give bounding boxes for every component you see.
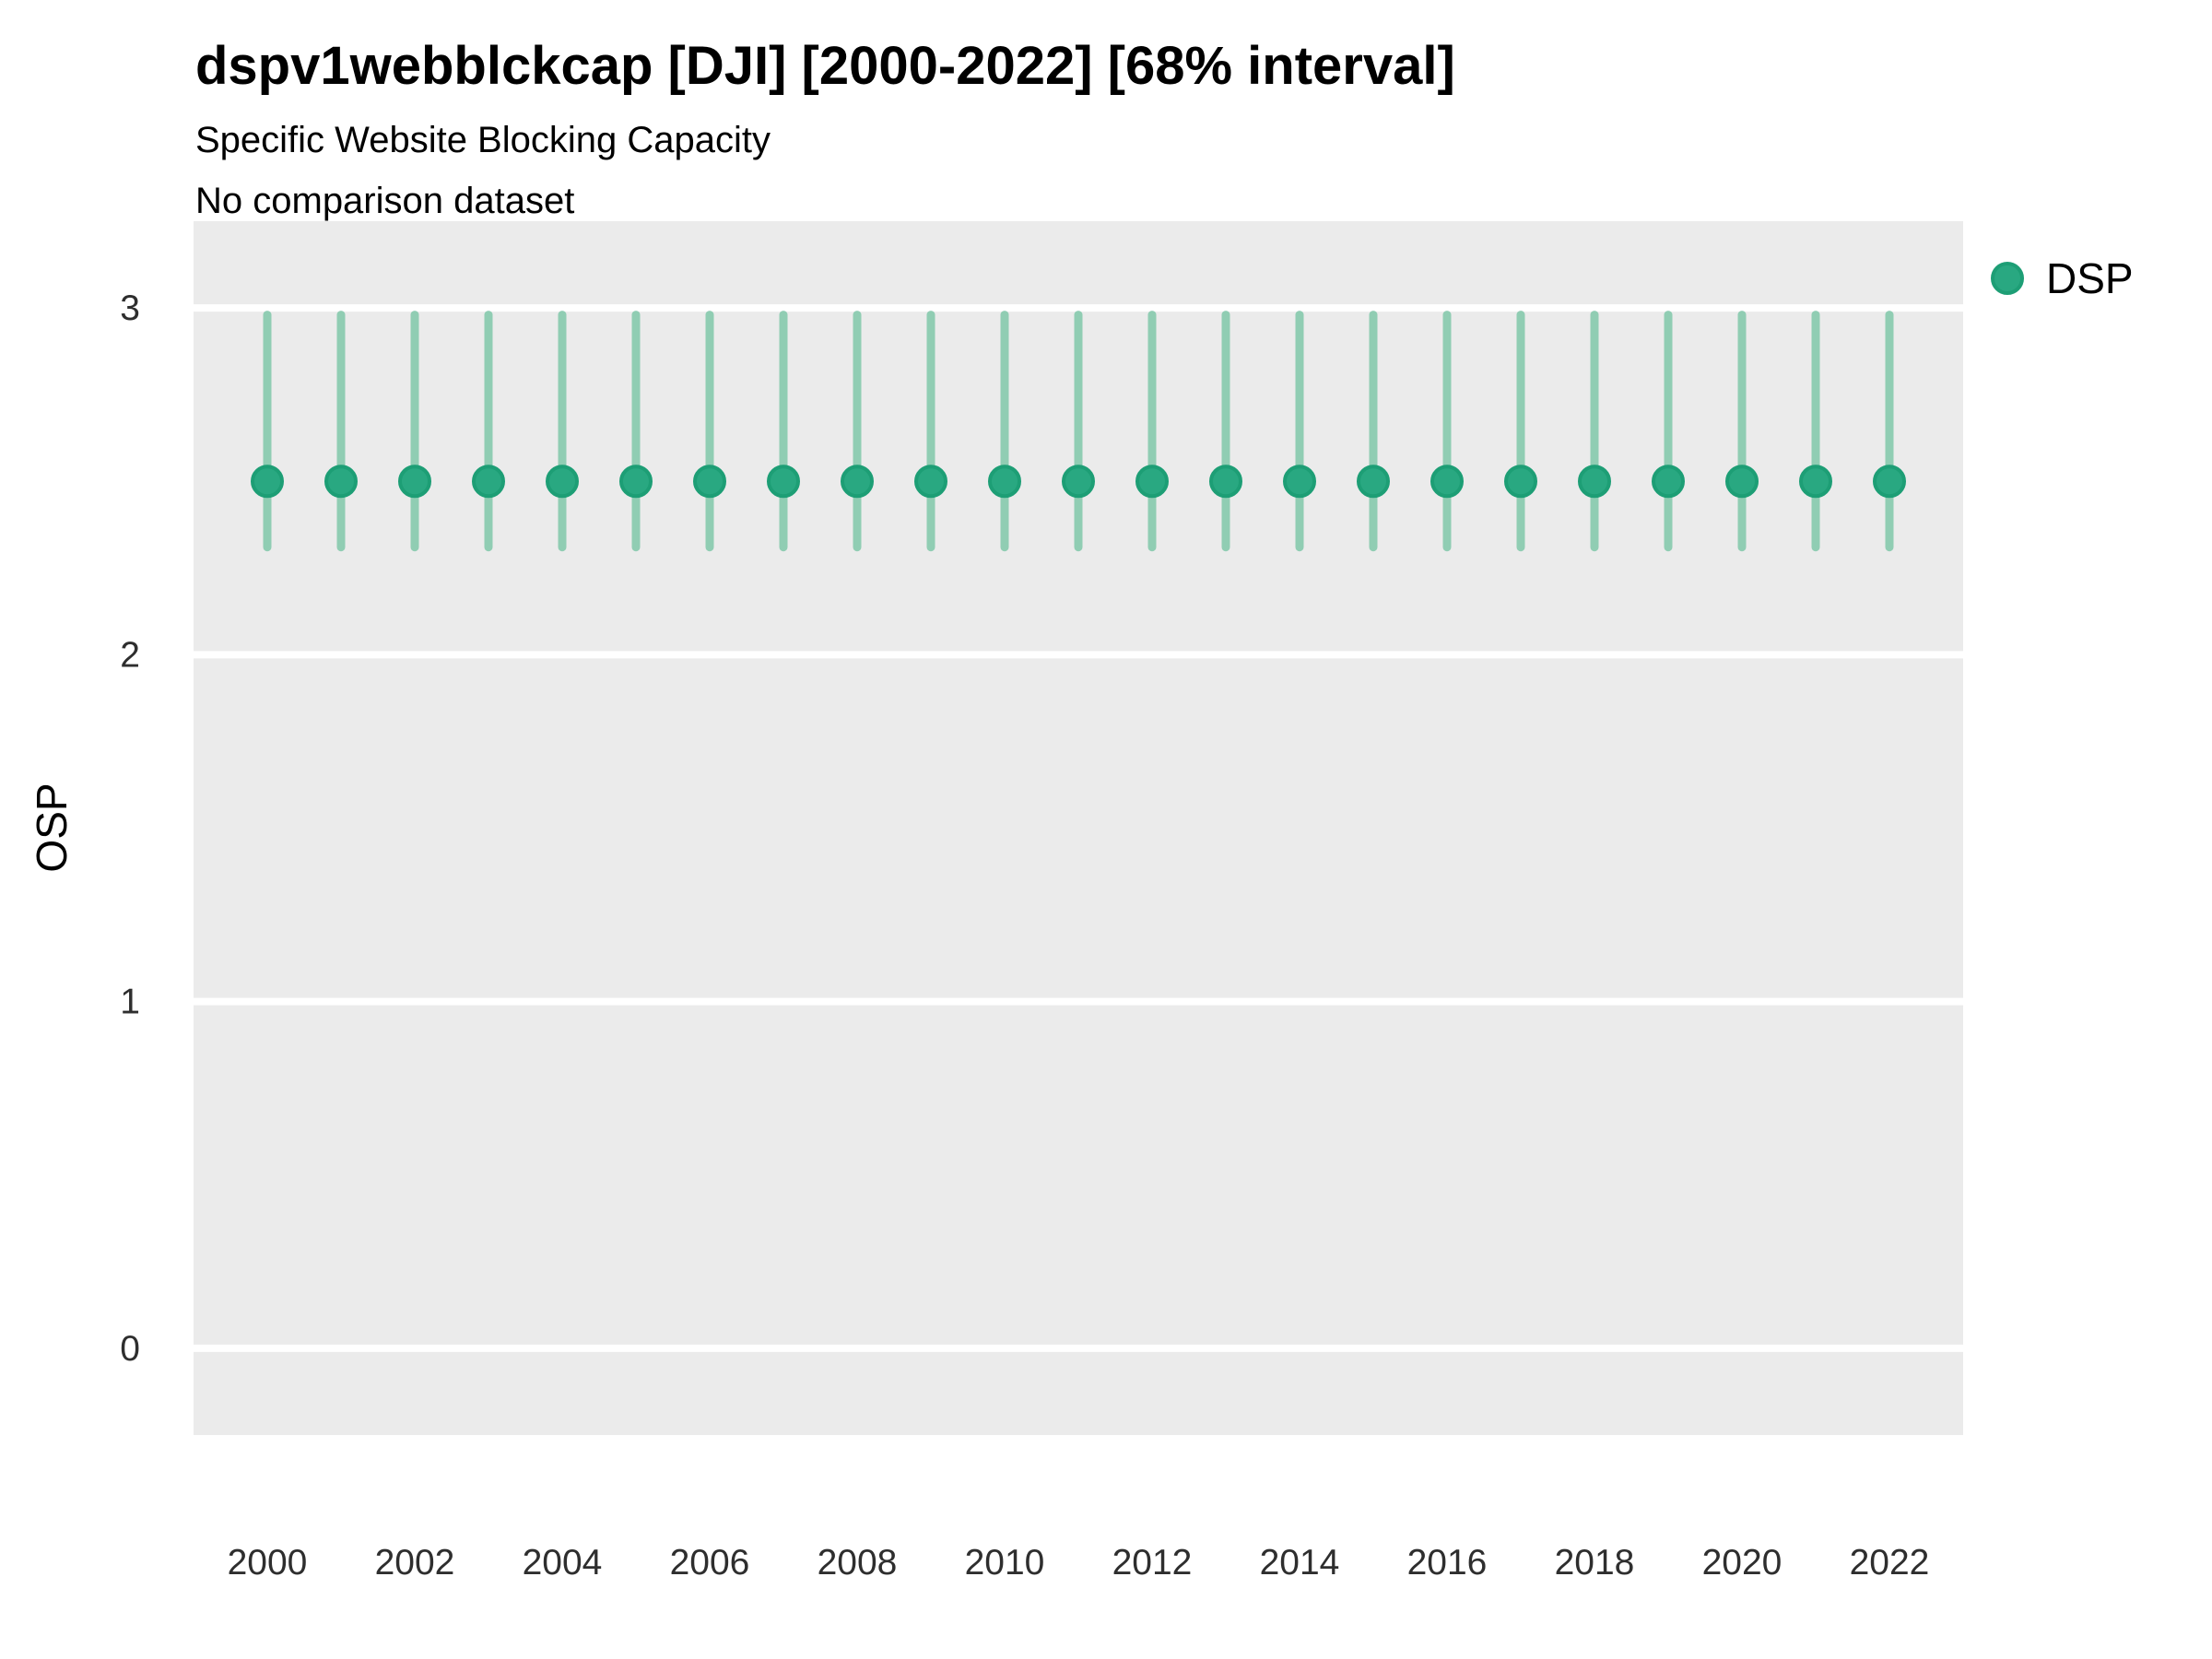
data-point-2015 [1357, 465, 1390, 499]
chart-title: dspv1webblckcap [DJI] [2000-2022] [68% i… [195, 36, 1455, 96]
data-point-2019 [1652, 465, 1685, 499]
y-tick-label-3: 3 [120, 288, 140, 328]
data-point-2010 [988, 465, 1021, 499]
data-point-2013 [1209, 465, 1242, 499]
legend: DSP [1991, 254, 2134, 302]
x-tick-label-2006: 2006 [670, 1543, 750, 1583]
x-tick-label-2010: 2010 [965, 1543, 1045, 1583]
data-point-2003 [472, 465, 505, 499]
x-tick-label-2022: 2022 [1850, 1543, 1930, 1583]
x-tick-label-2018: 2018 [1555, 1543, 1635, 1583]
data-point-2004 [546, 465, 579, 499]
data-point-2016 [1430, 465, 1464, 499]
x-tick-label-2020: 2020 [1702, 1543, 1783, 1583]
data-point-2005 [619, 465, 653, 499]
data-point-2022 [1873, 465, 1906, 499]
legend-label: DSP [2046, 254, 2134, 302]
x-tick-label-2016: 2016 [1407, 1543, 1488, 1583]
data-point-2017 [1504, 465, 1537, 499]
data-point-2006 [693, 465, 726, 499]
chart-subtitle: Specific Website Blocking Capacity [195, 120, 771, 160]
data-point-2007 [767, 465, 800, 499]
chart-comparison-note: No comparison dataset [195, 181, 575, 221]
data-point-2012 [1135, 465, 1169, 499]
data-point-2001 [324, 465, 358, 499]
data-point-2011 [1062, 465, 1095, 499]
legend-point-icon [1991, 262, 2024, 295]
x-tick-label-2014: 2014 [1260, 1543, 1340, 1583]
data-point-2021 [1799, 465, 1832, 499]
y-tick-label-1: 1 [120, 982, 140, 1022]
data-point-2014 [1283, 465, 1316, 499]
x-tick-label-2002: 2002 [375, 1543, 455, 1583]
data-point-2020 [1725, 465, 1759, 499]
y-tick-label-2: 2 [120, 635, 140, 675]
data-point-2018 [1578, 465, 1611, 499]
data-point-2002 [398, 465, 431, 499]
x-tick-label-2012: 2012 [1112, 1543, 1193, 1583]
x-tick-label-2000: 2000 [228, 1543, 308, 1583]
data-point-2009 [914, 465, 947, 499]
x-tick-label-2008: 2008 [818, 1543, 898, 1583]
data-point-2008 [841, 465, 874, 499]
y-tick-label-0: 0 [120, 1329, 140, 1369]
x-tick-label-2004: 2004 [523, 1543, 603, 1583]
data-point-2000 [251, 465, 284, 499]
